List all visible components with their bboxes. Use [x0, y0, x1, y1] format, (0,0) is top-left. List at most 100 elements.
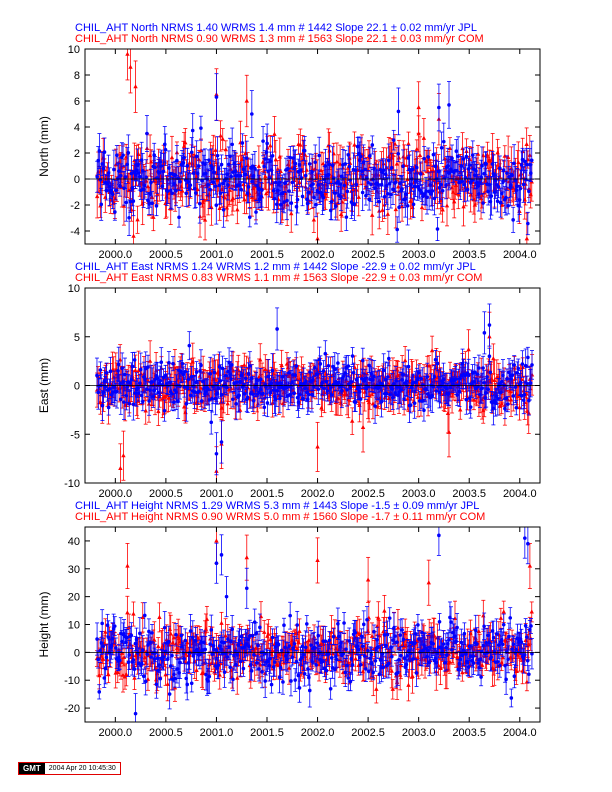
data-point — [250, 179, 254, 184]
data-point — [207, 158, 211, 162]
data-point — [353, 168, 358, 173]
data-layer — [94, 49, 534, 244]
data-point — [95, 174, 99, 179]
chart-panel: CHIL_AHT North NRMS 1.40 WRMS 1.4 mm # 1… — [37, 22, 541, 261]
data-point — [279, 362, 284, 368]
data-layer — [94, 303, 535, 483]
series-com — [94, 49, 534, 244]
data-point — [401, 164, 405, 168]
data-point — [487, 157, 492, 162]
data-point — [218, 191, 223, 195]
data-point — [154, 204, 159, 208]
data-point — [153, 165, 157, 170]
data-point — [461, 157, 466, 161]
data-point — [102, 150, 107, 154]
y-tick-label: 8 — [74, 70, 80, 82]
data-point — [256, 163, 262, 168]
data-point — [148, 159, 154, 164]
data-point — [319, 405, 324, 410]
data-point — [177, 215, 181, 220]
data-point — [410, 167, 415, 172]
data-point — [147, 152, 153, 158]
y-tick-label: 4 — [74, 122, 80, 134]
data-point — [472, 202, 478, 207]
y-axis-label: North (mm) — [37, 116, 51, 177]
data-point — [289, 211, 294, 216]
data-point — [342, 183, 347, 188]
data-point — [522, 159, 527, 164]
data-point — [170, 191, 174, 196]
data-point — [151, 214, 156, 219]
data-point — [188, 183, 193, 187]
data-point — [183, 140, 188, 145]
x-tick-label: 2000.5 — [149, 249, 183, 261]
data-point — [327, 162, 332, 167]
data-point — [478, 181, 482, 185]
data-point — [131, 199, 136, 203]
data-point — [242, 197, 247, 202]
data-point — [125, 51, 130, 56]
data-point — [452, 199, 457, 204]
data-point — [391, 138, 396, 142]
chart-header-line: CHIL_AHT East NRMS 0.83 WRMS 1.1 mm # 15… — [75, 272, 482, 284]
data-point — [429, 348, 435, 353]
chart-panel: CHIL_AHT East NRMS 1.24 WRMS 1.2 mm # 14… — [37, 261, 541, 500]
data-point — [489, 194, 494, 198]
data-point — [128, 64, 133, 69]
data-point — [396, 151, 401, 156]
data-point — [182, 155, 186, 160]
data-point — [247, 215, 252, 220]
data-point — [196, 164, 201, 168]
data-point — [119, 173, 123, 178]
data-point — [510, 173, 514, 178]
data-point — [386, 158, 391, 163]
y-tick-label: 2 — [74, 148, 80, 160]
data-point — [113, 162, 119, 167]
data-point — [293, 161, 298, 166]
data-point — [500, 191, 504, 196]
data-point — [437, 105, 441, 110]
data-point — [470, 153, 475, 157]
data-point — [465, 187, 470, 192]
data-point — [396, 109, 401, 114]
data-point — [475, 151, 481, 156]
data-point — [94, 194, 100, 199]
data-point — [214, 95, 219, 99]
y-tick-label: 10 — [68, 44, 80, 56]
data-point — [169, 155, 175, 160]
data-point — [101, 166, 106, 171]
data-point — [184, 191, 189, 196]
data-point — [447, 145, 453, 150]
data-point — [131, 233, 136, 238]
data-point — [244, 98, 249, 103]
x-tick-label: 2000.0 — [99, 249, 133, 261]
data-point — [285, 198, 289, 203]
data-point — [402, 358, 408, 363]
data-point — [123, 175, 128, 179]
data-point — [491, 172, 496, 176]
data-point — [504, 195, 508, 200]
data-point — [144, 175, 148, 179]
data-point — [453, 182, 459, 187]
data-point — [112, 167, 116, 172]
data-point — [126, 150, 131, 155]
data-point — [334, 159, 340, 164]
x-tick-label: 2003.5 — [452, 249, 486, 261]
data-point — [378, 167, 383, 172]
data-point — [143, 408, 148, 413]
chart-header-line: CHIL_AHT North NRMS 0.90 WRMS 1.3 mm # 1… — [75, 33, 484, 45]
data-point — [258, 197, 262, 202]
data-point — [370, 143, 375, 147]
data-point — [237, 407, 243, 412]
data-point — [206, 183, 211, 187]
data-point — [235, 207, 240, 212]
data-point — [254, 210, 258, 214]
data-point — [139, 188, 143, 193]
data-point — [480, 163, 484, 168]
data-point — [221, 207, 226, 212]
data-point — [498, 166, 502, 171]
data-point — [395, 227, 400, 232]
data-point — [352, 364, 357, 370]
data-point — [394, 161, 400, 166]
